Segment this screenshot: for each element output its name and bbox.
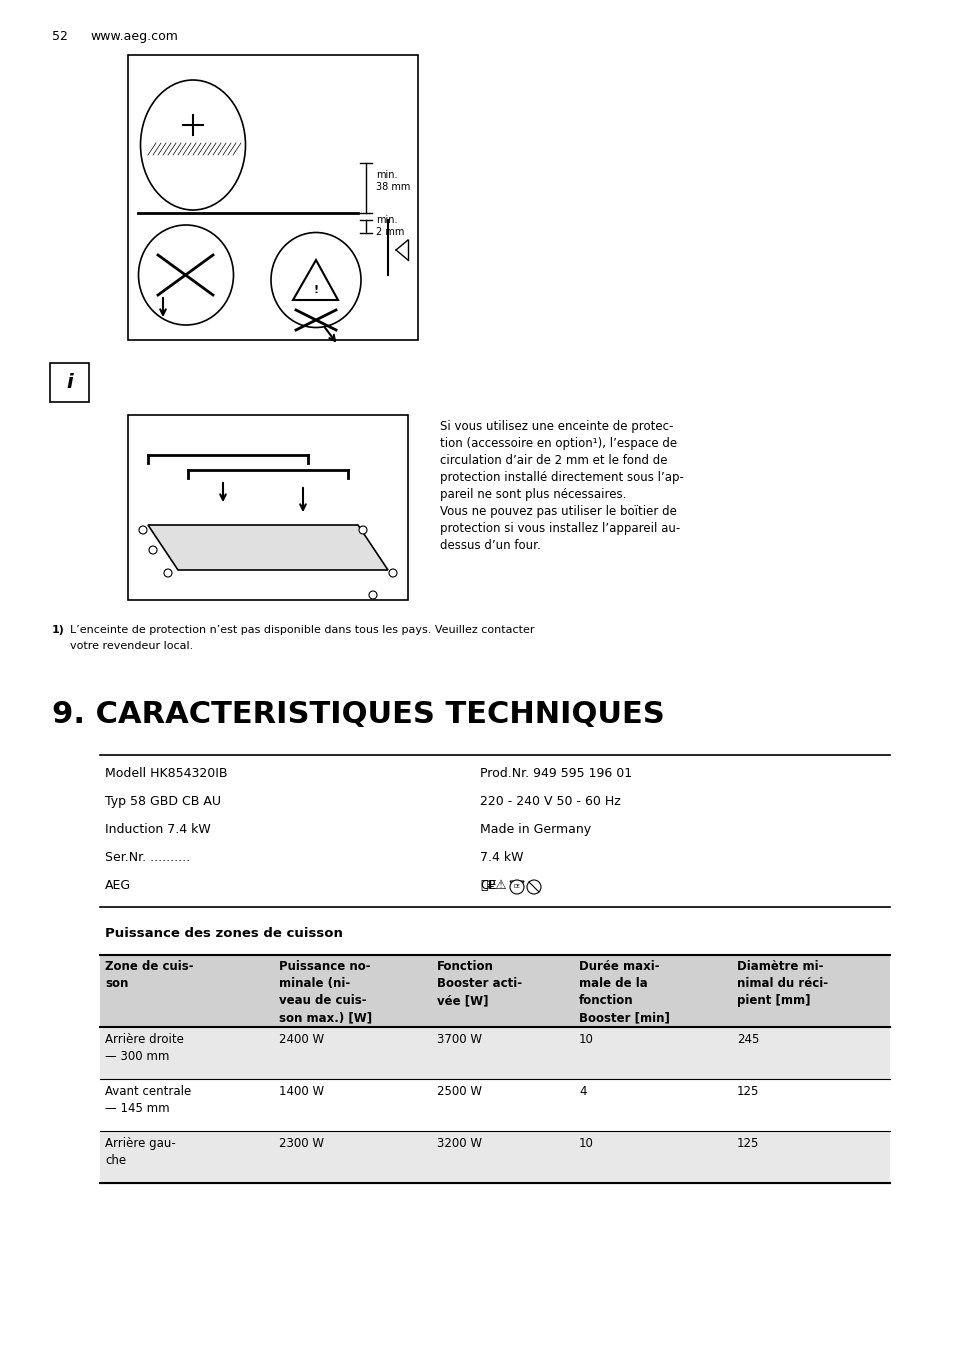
Text: Arrière droite
— 300 mm: Arrière droite — 300 mm — [105, 1033, 184, 1063]
Text: tion (accessoire en option¹), l’espace de: tion (accessoire en option¹), l’espace d… — [439, 437, 677, 450]
Circle shape — [149, 546, 157, 554]
Text: min.
38 mm: min. 38 mm — [375, 170, 410, 192]
Text: min.
2 mm: min. 2 mm — [375, 215, 404, 237]
Text: Fonction
Booster acti-
vée [W]: Fonction Booster acti- vée [W] — [436, 960, 521, 1007]
Text: Induction 7.4 kW: Induction 7.4 kW — [105, 823, 211, 836]
Text: 10: 10 — [578, 1137, 594, 1151]
Text: 2500 W: 2500 W — [436, 1086, 481, 1098]
Text: Arrière gau-
che: Arrière gau- che — [105, 1137, 175, 1167]
Text: 9. CARACTERISTIQUES TECHNIQUES: 9. CARACTERISTIQUES TECHNIQUES — [52, 700, 664, 729]
Text: AEG: AEG — [105, 879, 131, 892]
Text: Si vous utilisez une enceinte de protec-: Si vous utilisez une enceinte de protec- — [439, 420, 673, 433]
Text: 10: 10 — [578, 1033, 594, 1046]
Polygon shape — [148, 525, 388, 571]
Text: Puissance des zones de cuisson: Puissance des zones de cuisson — [105, 927, 342, 940]
Text: 125: 125 — [737, 1086, 759, 1098]
Text: CE: CE — [479, 879, 497, 892]
Text: 3200 W: 3200 W — [436, 1137, 481, 1151]
Text: Puissance no-
minale (ni-
veau de cuis-
son max.) [W]: Puissance no- minale (ni- veau de cuis- … — [278, 960, 372, 1023]
Bar — [100, 1028, 889, 1079]
Ellipse shape — [271, 233, 360, 327]
Text: Typ 58 GBD CB AU: Typ 58 GBD CB AU — [105, 795, 221, 808]
Text: 4: 4 — [578, 1086, 586, 1098]
Text: 52: 52 — [52, 30, 68, 43]
Text: !: ! — [314, 285, 318, 295]
Text: i: i — [66, 373, 72, 392]
Text: protection si vous installez l’appareil au-: protection si vous installez l’appareil … — [439, 522, 679, 535]
Text: Made in Germany: Made in Germany — [479, 823, 591, 836]
FancyBboxPatch shape — [50, 362, 89, 402]
Text: Zone de cuis-
son: Zone de cuis- son — [105, 960, 193, 990]
Text: Avant centrale
— 145 mm: Avant centrale — 145 mm — [105, 1086, 191, 1115]
Text: 1400 W: 1400 W — [278, 1086, 324, 1098]
Text: www.aeg.com: www.aeg.com — [90, 30, 177, 43]
Text: 3700 W: 3700 W — [436, 1033, 481, 1046]
Text: Ⓒ₽⚠: Ⓒ₽⚠ — [479, 879, 506, 892]
Text: Prod.Nr. 949 595 196 01: Prod.Nr. 949 595 196 01 — [479, 767, 632, 780]
Ellipse shape — [138, 224, 233, 324]
Bar — [100, 955, 889, 1028]
Text: votre revendeur local.: votre revendeur local. — [70, 641, 193, 652]
FancyBboxPatch shape — [128, 415, 408, 600]
Bar — [100, 1132, 889, 1183]
Circle shape — [164, 569, 172, 577]
Text: circulation d’air de 2 mm et le fond de: circulation d’air de 2 mm et le fond de — [439, 454, 667, 466]
Text: 245: 245 — [737, 1033, 759, 1046]
Text: L’enceinte de protection n’est pas disponible dans tous les pays. Veuillez conta: L’enceinte de protection n’est pas dispo… — [70, 625, 534, 635]
Text: Diamètre mi-
nimal du réci-
pient [mm]: Diamètre mi- nimal du réci- pient [mm] — [737, 960, 827, 1007]
Circle shape — [369, 591, 376, 599]
Text: Vous ne pouvez pas utiliser le boïtier de: Vous ne pouvez pas utiliser le boïtier d… — [439, 506, 677, 518]
Text: 2300 W: 2300 W — [278, 1137, 323, 1151]
Text: pareil ne sont plus nécessaires.: pareil ne sont plus nécessaires. — [439, 488, 626, 502]
Text: 7.4 kW: 7.4 kW — [479, 850, 523, 864]
Circle shape — [510, 880, 523, 894]
Circle shape — [358, 526, 367, 534]
Circle shape — [526, 880, 540, 894]
Text: dessus d’un four.: dessus d’un four. — [439, 539, 540, 552]
Circle shape — [139, 526, 147, 534]
Text: Ser.Nr. ..........: Ser.Nr. .......... — [105, 850, 190, 864]
Bar — [100, 1079, 889, 1132]
Ellipse shape — [140, 80, 245, 210]
Text: 1): 1) — [52, 625, 65, 635]
Text: 2400 W: 2400 W — [278, 1033, 324, 1046]
Circle shape — [389, 569, 396, 577]
Text: Durée maxi-
male de la
fonction
Booster [min]: Durée maxi- male de la fonction Booster … — [578, 960, 669, 1023]
Text: DE: DE — [513, 884, 520, 890]
Text: protection installé directement sous l’ap-: protection installé directement sous l’a… — [439, 470, 683, 484]
Text: 125: 125 — [737, 1137, 759, 1151]
Text: Modell HK854320IB: Modell HK854320IB — [105, 767, 227, 780]
FancyBboxPatch shape — [128, 55, 417, 339]
Text: 220 - 240 V 50 - 60 Hz: 220 - 240 V 50 - 60 Hz — [479, 795, 620, 808]
